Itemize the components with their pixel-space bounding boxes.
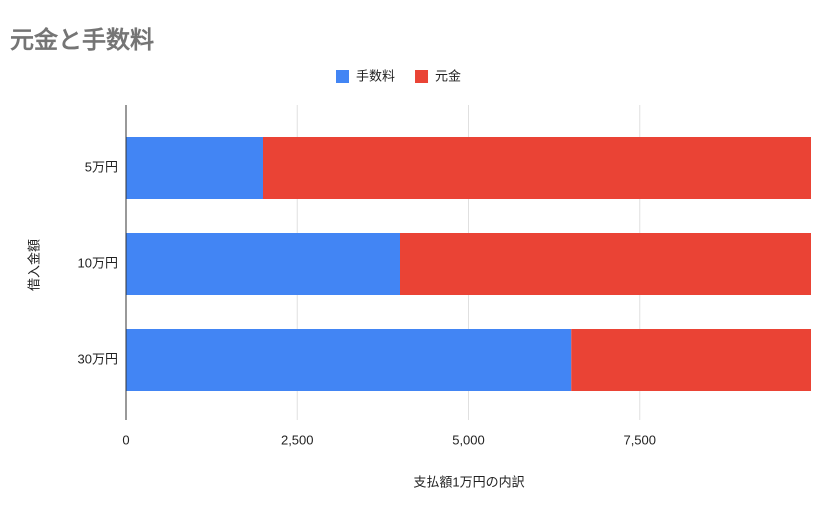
x-axis-title: 支払額1万円の内訳 (413, 474, 524, 489)
x-tick-label: 7,500 (623, 432, 656, 447)
legend-swatch (336, 70, 349, 83)
y-tick-label: 30万円 (78, 351, 118, 366)
bar (400, 233, 811, 295)
y-axis-title: 借入金額 (26, 239, 41, 291)
bar (263, 137, 811, 199)
bar (126, 137, 263, 199)
x-tick-label: 0 (122, 432, 129, 447)
legend-label: 元金 (435, 68, 461, 83)
y-tick-label: 5万円 (85, 159, 118, 174)
bar (571, 329, 811, 391)
chart-title: 元金と手数料 (10, 26, 154, 54)
x-tick-label: 2,500 (281, 432, 314, 447)
bar (126, 233, 400, 295)
bar (126, 329, 572, 391)
legend-label: 手数料 (356, 68, 395, 83)
legend-swatch (415, 70, 429, 83)
y-tick-label: 10万円 (78, 255, 118, 270)
x-tick-label: 5,000 (452, 432, 485, 447)
